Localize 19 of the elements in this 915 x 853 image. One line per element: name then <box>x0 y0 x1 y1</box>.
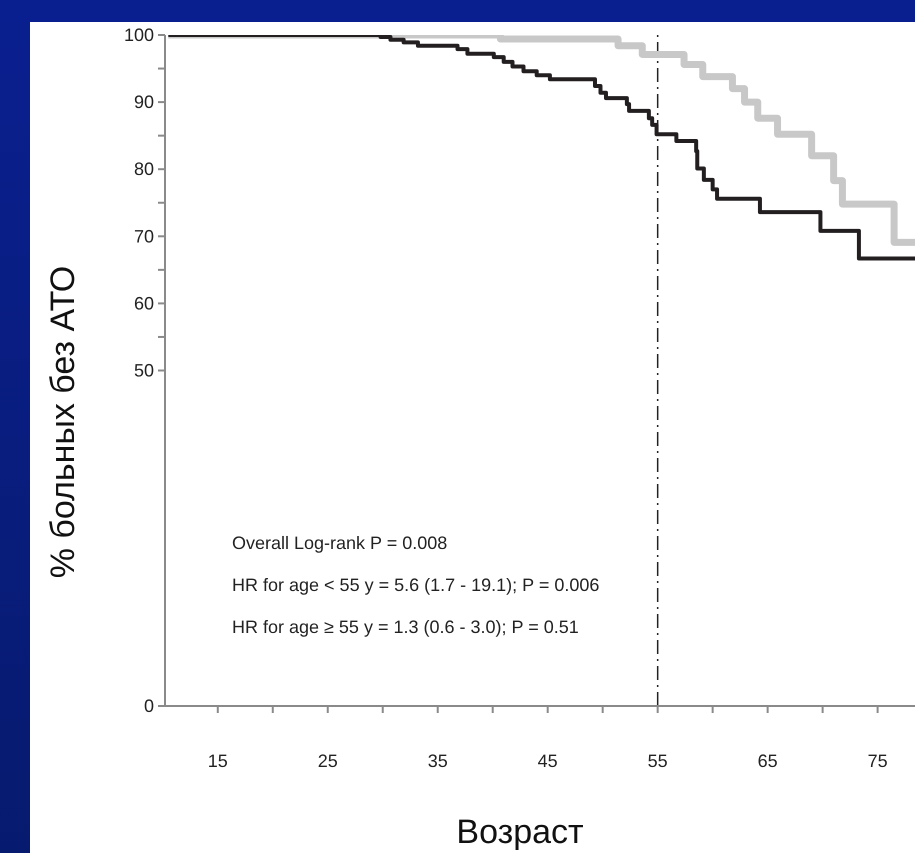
annotation: HR for age ≥ 55 y = 1.3 (0.6 - 3.0); P = 0.51 <box>232 616 580 639</box>
x-tick-label: 25 <box>318 751 338 771</box>
y-tick-label: 0 <box>144 696 154 716</box>
y-tick-label: 90 <box>134 92 154 112</box>
y-tick-label: 60 <box>134 293 154 314</box>
annotation: HR for age < 55 y = 5.6 (1.7 - 19.1); P = 0.006 <box>232 574 600 597</box>
x-axis-title: Возраст <box>456 813 584 851</box>
x-tick-label: 75 <box>868 751 888 771</box>
x-tick-label: 35 <box>428 751 448 771</box>
y-tick-label: 70 <box>134 226 154 246</box>
annotation: Overall Log-rank P = 0.008 <box>232 532 448 555</box>
x-tick-label: 65 <box>758 751 778 771</box>
y-tick-label: 50 <box>134 360 154 380</box>
y-tick-label: 80 <box>134 159 154 180</box>
y-axis-title: % больных без АТО <box>44 266 82 578</box>
x-tick-label: 15 <box>208 751 228 771</box>
x-tick-label: 55 <box>648 751 668 771</box>
y-tick-label: 100 <box>124 25 154 45</box>
x-tick-label: 45 <box>538 751 558 771</box>
